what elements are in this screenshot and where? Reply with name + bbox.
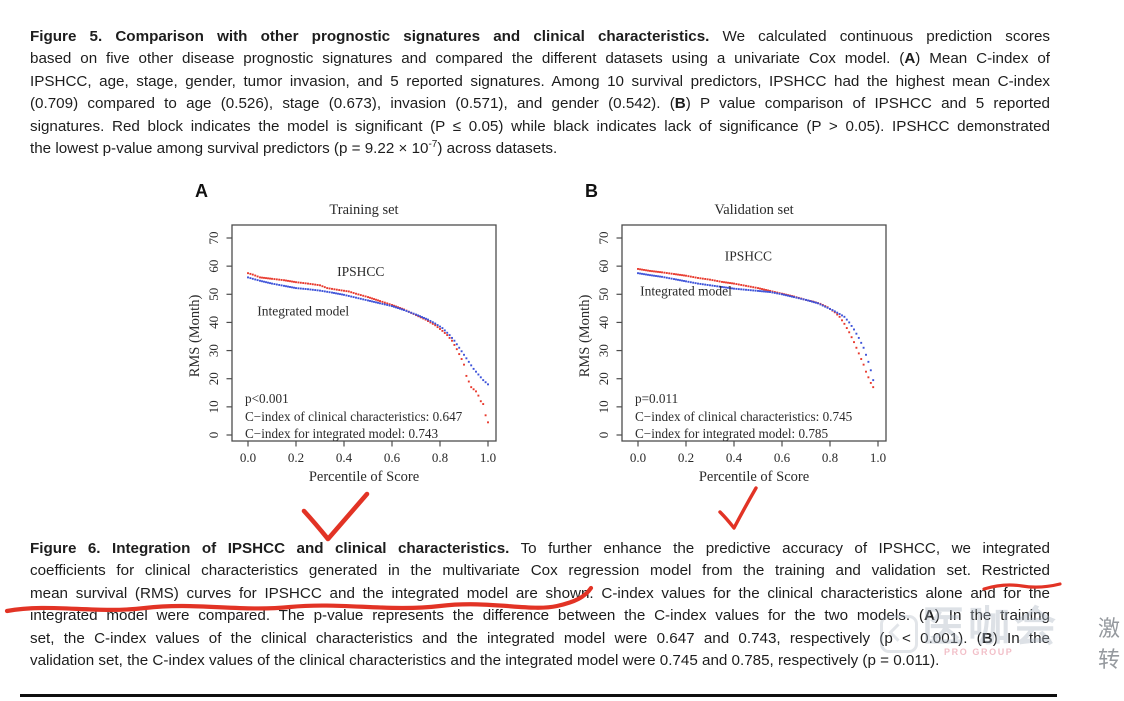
plot-box [231,224,497,442]
page-divider-rule [20,694,1057,697]
watermark-logo: 医咖会 PRO GROUP [878,603,1088,663]
y-tick-label: 10 [206,400,221,413]
y-tick-label: 40 [596,316,611,329]
plot-title: Validation set [714,202,793,218]
plot-box [621,224,887,442]
caption-line: coefficients for clinical characteristic… [30,562,1050,580]
watermark-side-text: 激 转 [1098,613,1124,675]
y-tick-label: 70 [206,232,221,245]
x-tick-label: 0.8 [822,450,838,465]
plot-panel-A: A Training set 0.0 0.2 0.4 0.6 0.8 1.0 0 10 20 30 40… [187,181,497,485]
plot-annotation: C−index for integrated model: 0.785 [635,426,829,441]
y-tick-label: 30 [206,344,221,357]
x-axis-title: Percentile of Score [309,469,419,485]
caption-line: Figure 6. Integration of IPSHCC and clin… [30,540,1050,557]
caption-line: set, the C-index values of the clinical … [30,629,1050,647]
y-tick-label: 50 [596,288,611,301]
y-axis-title: RMS (Month) [577,295,593,378]
series-label: IPSHCC [337,264,384,279]
plot-panel-B: B Validation set 0.0 0.2 0.4 0.6 0.8 1.0 0 10 20 30… [577,181,887,485]
plot-annotation: C−index for integrated model: 0.743 [245,426,439,441]
series-label: Integrated model [640,284,732,299]
panel-label: A [195,181,208,201]
figure5-caption: Figure 5. Comparison with other prognost… [30,26,1050,160]
plot-annotation: C−index of clinical characteristics: 0.6… [245,409,463,424]
y-tick-label: 20 [596,372,611,385]
watermark-side-char: 激 [1098,616,1121,641]
y-tick-label: 0 [206,432,221,439]
plot-title: Training set [329,202,398,218]
y-axis-title: RMS (Month) [187,295,203,378]
plot-annotation: p<0.001 [245,391,289,406]
x-tick-label: 0.0 [630,450,646,465]
y-tick-label: 70 [596,232,611,245]
x-tick-label: 0.2 [288,450,304,465]
x-tick-label: 0.4 [726,450,743,465]
caption-line: validation set, the C-index values of th… [30,651,940,669]
x-tick-label: 0.6 [384,450,401,465]
x-tick-label: 0.6 [774,450,791,465]
watermark-text: 医咖会 [922,603,1061,650]
y-tick-label: 50 [206,288,221,301]
y-tick-label: 60 [206,260,221,273]
caption-line: (0.709) compared to age (0.526), stage (… [30,95,1050,113]
y-tick-label: 20 [206,372,221,385]
caption-line: the lowest p-value among survival predic… [30,138,558,157]
series-integrated-model [247,276,489,386]
y-tick-label: 0 [596,432,611,439]
x-tick-label: 1.0 [480,450,496,465]
x-tick-label: 0.0 [240,450,256,465]
caption-line: signatures. Red block indicates the mode… [30,117,1050,135]
plot-annotation: p=0.011 [635,391,678,406]
series-label: Integrated model [257,303,349,318]
x-tick-label: 1.0 [870,450,886,465]
y-tick-label: 10 [596,400,611,413]
y-tick-label: 30 [596,344,611,357]
y-tick-label: 60 [596,260,611,273]
caption-line: Figure 5. Comparison with other prognost… [30,28,1050,45]
y-tick-label: 40 [206,316,221,329]
caption-line: based on five other disease prognostic s… [30,50,1050,68]
watermark-icon [880,615,918,653]
series-integrated-model [637,272,875,382]
plot-annotation: C−index of clinical characteristics: 0.7… [635,409,853,424]
watermark-side-char: 转 [1098,647,1121,672]
panel-label: B [585,181,598,201]
x-tick-label: 0.2 [678,450,694,465]
caption-line: IPSHCC, age, stage, gender, tumor invasi… [30,72,1050,90]
x-tick-label: 0.8 [432,450,448,465]
watermark-subtext: PRO GROUP [944,647,1014,657]
x-tick-label: 0.4 [336,450,353,465]
x-axis-title: Percentile of Score [699,469,809,485]
series-label: IPSHCC [725,249,772,264]
